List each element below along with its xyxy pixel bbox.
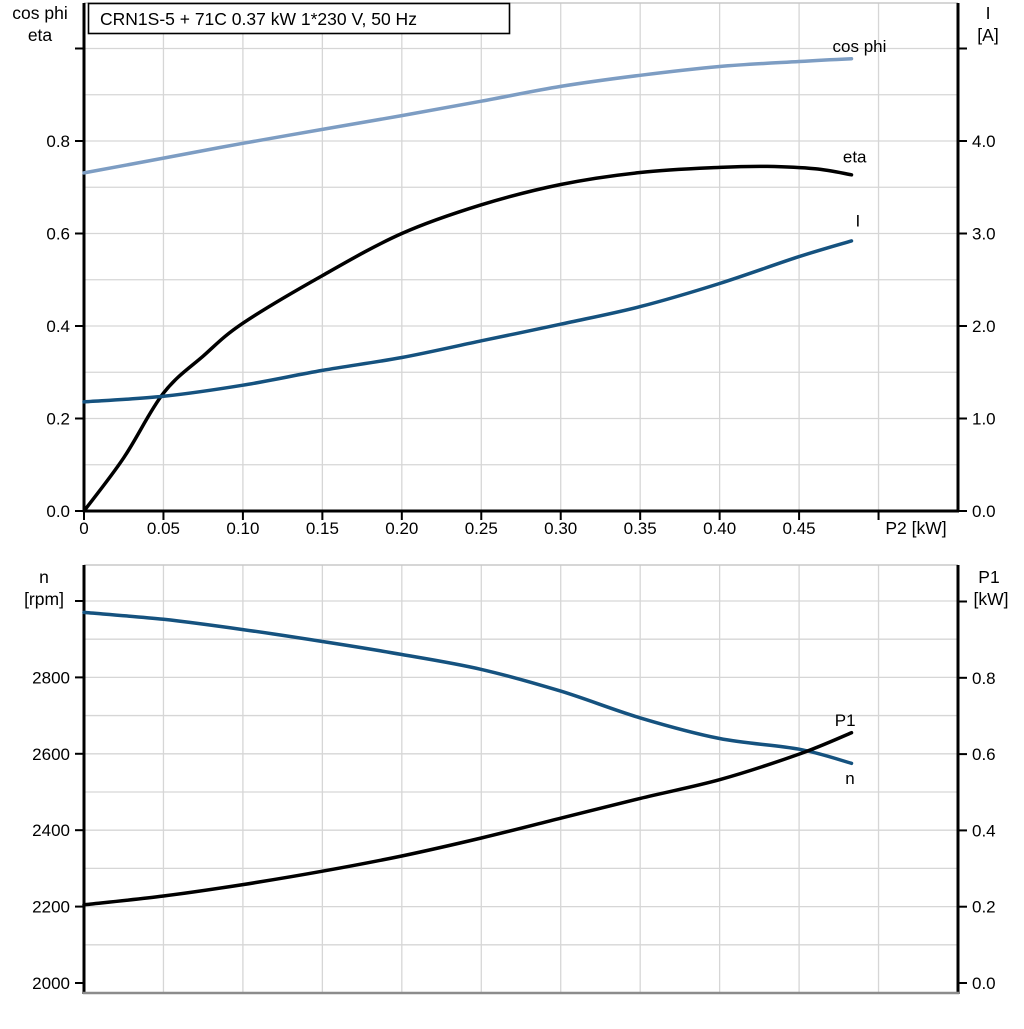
top-left-axis-title-line1: cos phi bbox=[12, 3, 67, 23]
left-tick-label: 2200 bbox=[32, 898, 70, 917]
right-tick-label: 0.6 bbox=[972, 745, 996, 764]
top-left-axis-title-line2: eta bbox=[28, 25, 53, 45]
top-chart-curves: cos phi eta I bbox=[82, 37, 887, 513]
curve-n bbox=[82, 610, 854, 766]
x-tick-label: 0.20 bbox=[385, 519, 418, 538]
left-tick-label: 0.2 bbox=[46, 410, 70, 429]
bottom-right-axis-title-line1: P1 bbox=[978, 567, 999, 587]
right-tick-label: 3.0 bbox=[972, 225, 996, 244]
curve-label-cos-phi: cos phi bbox=[833, 37, 887, 56]
bottom-chart-gridlines bbox=[84, 564, 958, 993]
x-tick-label: 0.05 bbox=[147, 519, 180, 538]
right-tick-label: 1.0 bbox=[972, 410, 996, 429]
page-title: CRN1S-5 + 71C 0.37 kW 1*230 V, 50 Hz bbox=[100, 9, 417, 29]
right-tick-label: 0.8 bbox=[972, 669, 996, 688]
axis-corner-titles: cos phi eta I [A] P2 [kW] n [rpm] P1 [kW… bbox=[12, 3, 1008, 609]
x-tick-label: 0.15 bbox=[306, 519, 339, 538]
x-tick-label: 0.10 bbox=[226, 519, 259, 538]
curve-eta bbox=[82, 164, 854, 513]
curve-p1 bbox=[82, 730, 854, 907]
right-tick-label: 0.0 bbox=[972, 502, 996, 521]
title-box-frame bbox=[87, 2, 511, 35]
x-tick-label: 0.30 bbox=[544, 519, 577, 538]
top-right-axis-title-line2: [A] bbox=[977, 25, 998, 45]
left-tick-label: 2800 bbox=[32, 668, 70, 687]
left-tick-label: 2000 bbox=[32, 974, 70, 993]
top-right-axis-title-line1: I bbox=[986, 3, 991, 23]
right-tick-label: 4.0 bbox=[972, 132, 996, 151]
bottom-left-axis-title-line2: [rpm] bbox=[24, 589, 64, 609]
curve-cos-phi bbox=[82, 56, 854, 175]
top-chart-tick-labels: 0 0.05 0.10 0.15 0.20 0.25 0.30 0.35 0.40 0.45 0.0… bbox=[46, 47, 996, 538]
curve-label-p1: P1 bbox=[835, 711, 856, 730]
bottom-chart-tick-labels: 2000 2200 2400 2600 2800 0.0 0.2 0.4 0.6 0.8 bbox=[32, 599, 996, 993]
bottom-right-axis-title-line2: [kW] bbox=[974, 589, 1009, 609]
x-tick-label: 0 bbox=[79, 519, 88, 538]
right-tick-label: 2.0 bbox=[972, 317, 996, 336]
top-chart-gridlines bbox=[84, 2, 958, 511]
left-tick-label: 2600 bbox=[32, 745, 70, 764]
curve-i bbox=[82, 239, 854, 404]
left-tick-label: 0.0 bbox=[46, 502, 70, 521]
right-tick-label: 0.2 bbox=[972, 898, 996, 917]
left-tick-label: 2400 bbox=[32, 821, 70, 840]
curve-label-i: I bbox=[856, 212, 861, 231]
left-tick-label: 0.8 bbox=[46, 132, 70, 151]
x-tick-label: 0.45 bbox=[783, 519, 816, 538]
x-tick-label: 0.35 bbox=[624, 519, 657, 538]
right-tick-label: 0.4 bbox=[972, 821, 996, 840]
bottom-chart: 2000 2200 2400 2600 2800 0.0 0.2 0.4 0.6 0.8 n P1 bbox=[32, 564, 996, 995]
curve-label-n: n bbox=[845, 769, 854, 788]
bottom-chart-axes bbox=[82, 565, 960, 995]
x-tick-label: 0.25 bbox=[465, 519, 498, 538]
x-axis-title: P2 [kW] bbox=[885, 518, 946, 538]
left-tick-label: 0.4 bbox=[46, 317, 70, 336]
top-chart-axes bbox=[82, 3, 960, 513]
right-tick-label: 0.0 bbox=[972, 974, 996, 993]
curve-label-eta: eta bbox=[843, 148, 867, 167]
x-tick-label: 0.40 bbox=[703, 519, 736, 538]
title-box: CRN1S-5 + 71C 0.37 kW 1*230 V, 50 Hz bbox=[87, 2, 511, 35]
bottom-left-axis-title-line1: n bbox=[39, 567, 49, 587]
left-tick-label: 0.6 bbox=[46, 225, 70, 244]
bottom-chart-curves: n P1 bbox=[82, 610, 856, 907]
top-chart: 0 0.05 0.10 0.15 0.20 0.25 0.30 0.35 0.40 0.45 0.0… bbox=[46, 2, 996, 538]
